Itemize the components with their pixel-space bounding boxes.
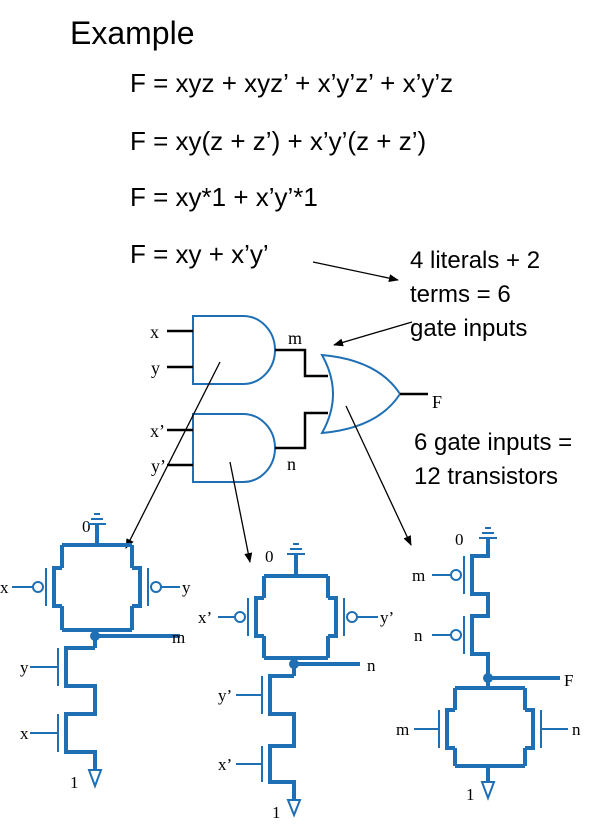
cmos1-label-y-n: y (20, 658, 29, 677)
cmos1-gnd-label: 1 (70, 773, 79, 792)
equation-2: F = xy(z + z’) + x’y’(z + z’) (130, 126, 426, 156)
cmos3-label-m: m (412, 566, 425, 585)
equation-3: F = xy*1 + x’y’*1 (130, 182, 318, 212)
wire-m (275, 348, 328, 378)
cmos1-label-m: m (172, 628, 185, 647)
cmos1-input-leads (12, 586, 180, 734)
arrow-to-cmos-2 (229, 461, 253, 563)
cmos1-label-x: x (0, 578, 9, 597)
cmos3-label-m-n: m (396, 720, 409, 739)
cmos2-bubble-left (234, 611, 246, 623)
equation-4: F = xy + x’y’ (130, 239, 269, 269)
label-and2-x-bar: x’ (150, 421, 165, 441)
cmos3-vdd-symbol (479, 527, 497, 539)
cmos2-input-leads (218, 616, 378, 765)
cmos2-output-node (289, 659, 299, 669)
cmos1-label-y: y (182, 578, 191, 597)
label-and2-y-bar: y’ (151, 456, 166, 476)
transistors-note: 6 gate inputs = 12 transistors (414, 429, 572, 490)
cmos2-label-y-bar-n: y’ (218, 686, 232, 705)
equation-1: F = xyz + xyz’ + x’y’z’ + x’y’z (130, 68, 453, 98)
cmos2-gates (247, 598, 345, 782)
cmos3-gates (438, 556, 542, 748)
cmos-circuit-3: 0 m n F m n 1 (396, 527, 581, 804)
literals-note-line-2: terms = 6 (410, 281, 511, 308)
cmos3-output-node (483, 673, 493, 683)
cmos1-bubble-left (32, 581, 44, 593)
literals-note-line-1: 4 literals + 2 (410, 247, 540, 274)
cmos-circuit-2: 0 x’ y’ n y’ x’ 1 (198, 543, 394, 822)
cmos2-label-n: n (367, 656, 376, 675)
cmos1-vdd-symbol (88, 513, 106, 525)
cmos3-bubble-top (450, 569, 462, 581)
or-gate (320, 353, 402, 435)
cmos3-vdd-label: 0 (455, 530, 464, 549)
transistors-note-line-1: 6 gate inputs = (414, 429, 572, 456)
cmos2-bubble-right (346, 611, 358, 623)
annotation-arrows (125, 261, 413, 563)
cmos3-bubble-bottom (450, 629, 462, 641)
gate-circuit: x y x’ y’ m n F (150, 315, 442, 483)
wire-n (275, 411, 328, 450)
cmos3-gnd-label: 1 (466, 785, 475, 804)
cmos3-label-n-n: n (572, 720, 581, 739)
arrow-to-cmos-1 (125, 361, 221, 549)
cmos2-vdd-symbol (287, 543, 305, 555)
cmos3-gnd-symbol (480, 781, 496, 801)
cmos1-output-node (90, 631, 100, 641)
cmos2-label-x-bar-n: x’ (218, 755, 232, 774)
cmos2-vdd-label: 0 (265, 547, 274, 566)
cmos1-bubble-right (150, 581, 162, 593)
cmos1-gates (45, 568, 149, 752)
cmos-circuit-1: 0 x y m y x 1 (0, 513, 191, 792)
and-gate-2 (192, 413, 276, 483)
arrow-equation-to-note (312, 261, 399, 283)
arrow-to-cmos-3 (345, 405, 412, 546)
cmos1-network (52, 524, 180, 770)
cmos2-label-y-bar: y’ (380, 608, 394, 627)
cmos2-network (254, 554, 360, 800)
cmos2-label-x-bar: x’ (198, 608, 212, 627)
cmos1-gnd-symbol (87, 769, 103, 789)
cmos3-label-f: F (564, 671, 573, 690)
label-f: F (432, 392, 442, 412)
transistors-note-line-2: 12 transistors (414, 463, 558, 490)
label-and1-x: x (150, 322, 159, 342)
cmos3-network (445, 538, 560, 782)
cmos2-gnd-symbol (286, 799, 302, 818)
slide-title: Example (70, 15, 195, 51)
literals-note-line-3: gate inputs (410, 315, 527, 342)
cmos1-label-x-n: x (20, 724, 29, 743)
and-gate-1 (192, 315, 276, 385)
arrow-note-to-or-input (333, 321, 413, 347)
label-m: m (288, 328, 302, 348)
cmos2-gnd-label: 1 (272, 803, 281, 822)
label-and1-y: y (151, 358, 160, 378)
cmos3-label-n: n (414, 626, 423, 645)
cmos3-input-leads (414, 574, 568, 730)
literals-note: 4 literals + 2 terms = 6 gate inputs (410, 247, 540, 342)
cmos1-vdd-label: 0 (82, 517, 91, 536)
label-n: n (287, 454, 296, 474)
